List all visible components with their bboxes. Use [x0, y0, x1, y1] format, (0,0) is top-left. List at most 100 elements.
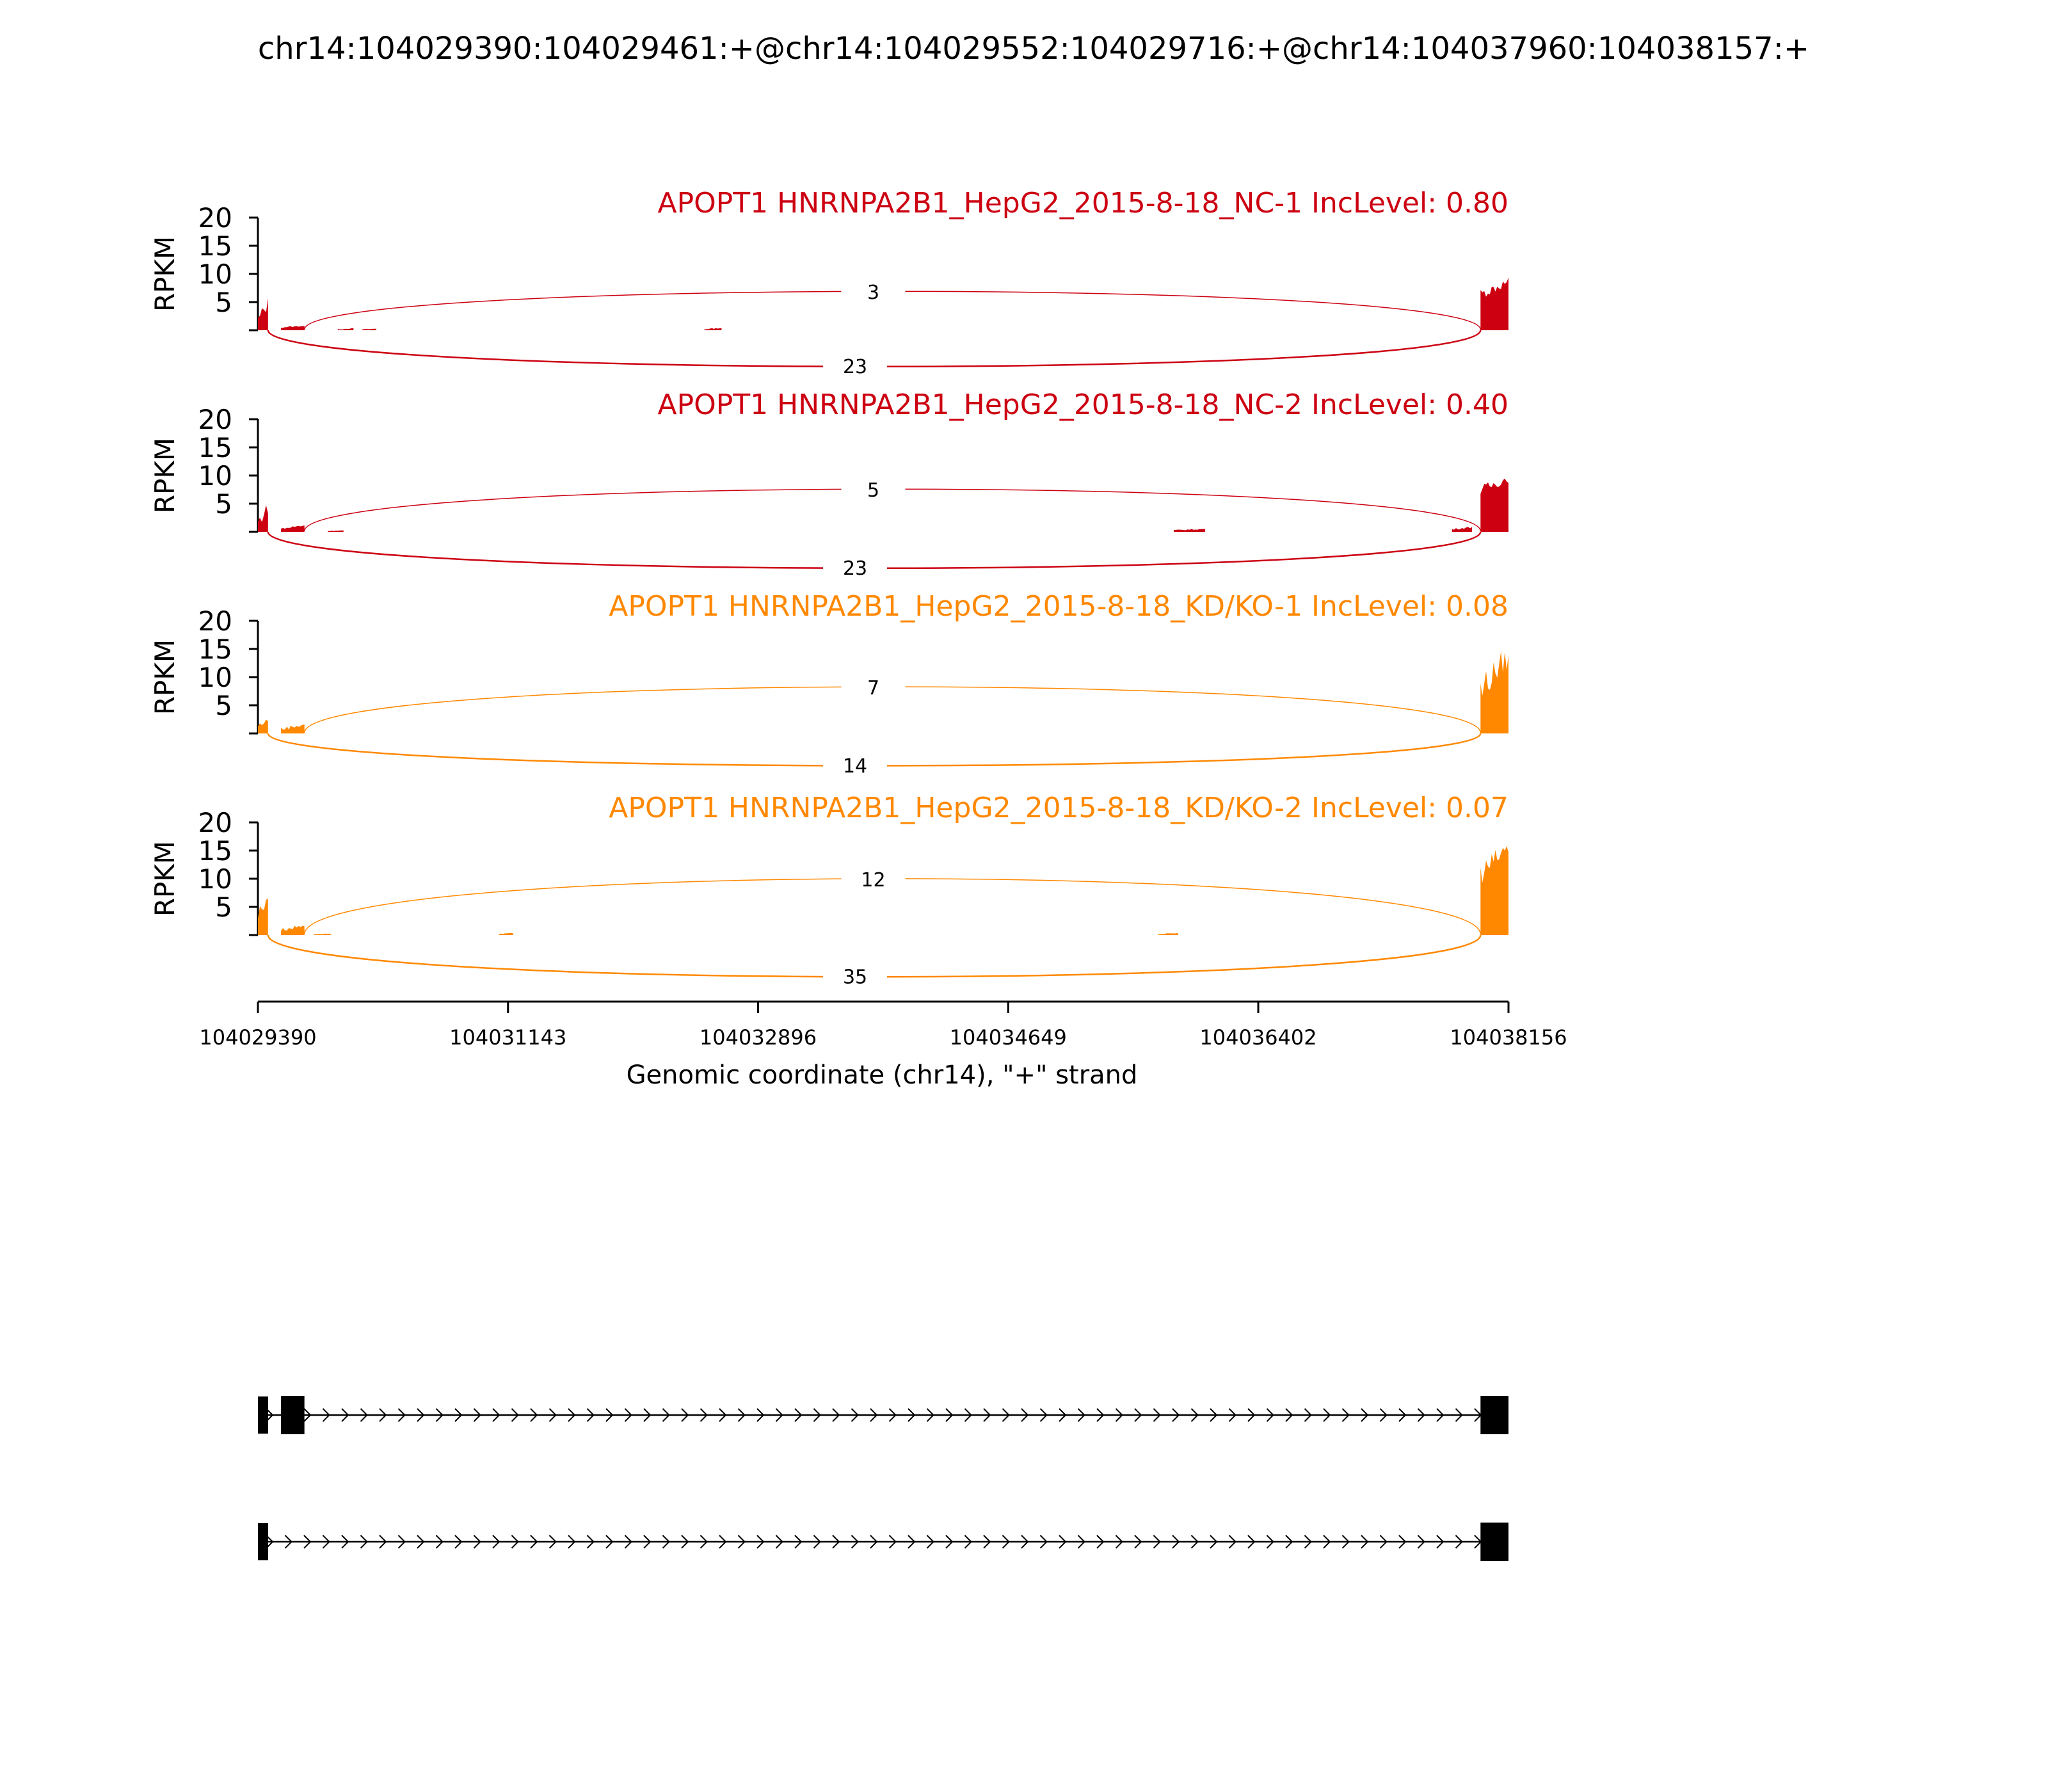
strand-arrow — [1285, 1535, 1293, 1549]
strand-arrow — [1266, 1408, 1274, 1422]
strand-arrow — [624, 1535, 632, 1549]
strand-arrow — [1172, 1408, 1180, 1422]
strand-arrow — [379, 1408, 387, 1422]
strand-arrow — [1077, 1535, 1085, 1549]
strand-arrow — [303, 1408, 312, 1422]
strand-arrow — [1039, 1408, 1048, 1422]
strand-arrow — [1039, 1535, 1048, 1549]
strand-arrow — [1341, 1408, 1350, 1422]
strand-arrow — [794, 1535, 803, 1549]
strand-arrow — [492, 1535, 500, 1549]
y-tick-label: 10 — [198, 460, 232, 492]
junction-count: 23 — [843, 557, 867, 580]
strand-arrow — [1096, 1408, 1105, 1422]
strand-arrow — [1134, 1535, 1142, 1549]
strand-arrow — [737, 1408, 746, 1422]
strand-arrow — [1059, 1408, 1067, 1422]
junction-count-bg — [841, 676, 906, 699]
strand-arrow — [1210, 1408, 1218, 1422]
junction-count-bg — [841, 280, 906, 303]
isoform-track — [258, 1396, 1508, 1434]
coverage-area — [281, 925, 305, 935]
strand-arrow — [964, 1535, 972, 1549]
strand-arrow — [662, 1535, 670, 1549]
strand-arrow — [1455, 1535, 1463, 1549]
strand-arrow — [605, 1535, 614, 1549]
strand-arrow — [568, 1535, 576, 1549]
y-tick-label: 10 — [198, 259, 232, 290]
y-tick-label: 20 — [198, 807, 232, 838]
strand-arrow — [1190, 1535, 1199, 1549]
strand-arrow — [756, 1535, 765, 1549]
x-tick-label: 104031143 — [449, 1025, 566, 1050]
strand-arrow — [756, 1408, 765, 1422]
coverage-area — [313, 933, 331, 935]
strand-arrow — [813, 1535, 821, 1549]
strand-arrow — [624, 1408, 632, 1422]
strand-arrow — [1417, 1535, 1425, 1549]
strand-arrow — [851, 1535, 859, 1549]
strand-arrow — [1059, 1535, 1067, 1549]
strand-arrow — [586, 1535, 595, 1549]
coverage-area — [1480, 478, 1508, 532]
strand-arrow — [926, 1535, 934, 1549]
y-tick-label: 10 — [198, 863, 232, 895]
strand-arrow — [870, 1408, 878, 1422]
coverage-area — [499, 932, 513, 935]
y-axis-label: RPKM — [149, 438, 180, 513]
strand-arrow — [586, 1408, 595, 1422]
strand-arrow — [1247, 1535, 1256, 1549]
strand-arrow — [341, 1535, 349, 1549]
coverage-area — [1174, 529, 1206, 532]
strand-arrow — [1228, 1408, 1236, 1422]
x-tick-label: 104034649 — [950, 1025, 1067, 1050]
strand-arrow — [548, 1535, 557, 1549]
strand-arrow — [1398, 1535, 1407, 1549]
strand-arrow — [511, 1408, 519, 1422]
strand-arrow — [1436, 1408, 1444, 1422]
strand-arrow — [360, 1408, 368, 1422]
strand-arrow — [1172, 1535, 1180, 1549]
strand-arrow — [568, 1408, 576, 1422]
strand-arrow — [1323, 1535, 1331, 1549]
exon-block — [281, 1396, 305, 1434]
strand-arrow — [435, 1408, 444, 1422]
x-tick-label: 104036402 — [1199, 1025, 1316, 1050]
strand-arrow — [888, 1535, 897, 1549]
x-axis-label: Genomic coordinate (chr14), "+" strand — [627, 1060, 1138, 1090]
coverage-area — [258, 505, 268, 532]
series-label: APOPT1 HNRNPA2B1_HepG2_2015-8-18_NC-1 In… — [658, 187, 1509, 220]
strand-arrow — [832, 1408, 840, 1422]
strand-arrow — [473, 1408, 481, 1422]
y-axis-label: RPKM — [149, 841, 180, 916]
junction-count: 3 — [867, 282, 879, 304]
y-tick-label: 15 — [198, 634, 232, 665]
chart-title: chr14:104029390:104029461:+@chr14:104029… — [258, 31, 1809, 67]
strand-arrow — [1361, 1535, 1369, 1549]
strand-arrow — [1361, 1408, 1369, 1422]
strand-arrow — [1021, 1535, 1029, 1549]
isoform-track — [258, 1523, 1508, 1561]
strand-arrow — [1153, 1408, 1161, 1422]
strand-arrow — [492, 1408, 500, 1422]
strand-arrow — [1134, 1408, 1142, 1422]
series-label: APOPT1 HNRNPA2B1_HepG2_2015-8-18_KD/KO-2… — [609, 792, 1508, 824]
y-axis-label: RPKM — [149, 236, 180, 312]
strand-arrow — [681, 1535, 689, 1549]
strand-arrow — [1153, 1535, 1161, 1549]
strand-arrow — [1115, 1408, 1123, 1422]
strand-arrow — [832, 1535, 840, 1549]
strand-arrow — [1002, 1535, 1010, 1549]
coverage-area — [281, 525, 305, 532]
strand-arrow — [1021, 1408, 1029, 1422]
y-tick-label: 5 — [215, 287, 232, 318]
junction-count: 23 — [843, 356, 867, 378]
strand-arrow — [322, 1408, 330, 1422]
strand-arrow — [813, 1408, 821, 1422]
strand-arrow — [303, 1535, 312, 1549]
exon-block — [1480, 1396, 1508, 1434]
strand-arrow — [888, 1408, 897, 1422]
strand-arrow — [1398, 1408, 1407, 1422]
